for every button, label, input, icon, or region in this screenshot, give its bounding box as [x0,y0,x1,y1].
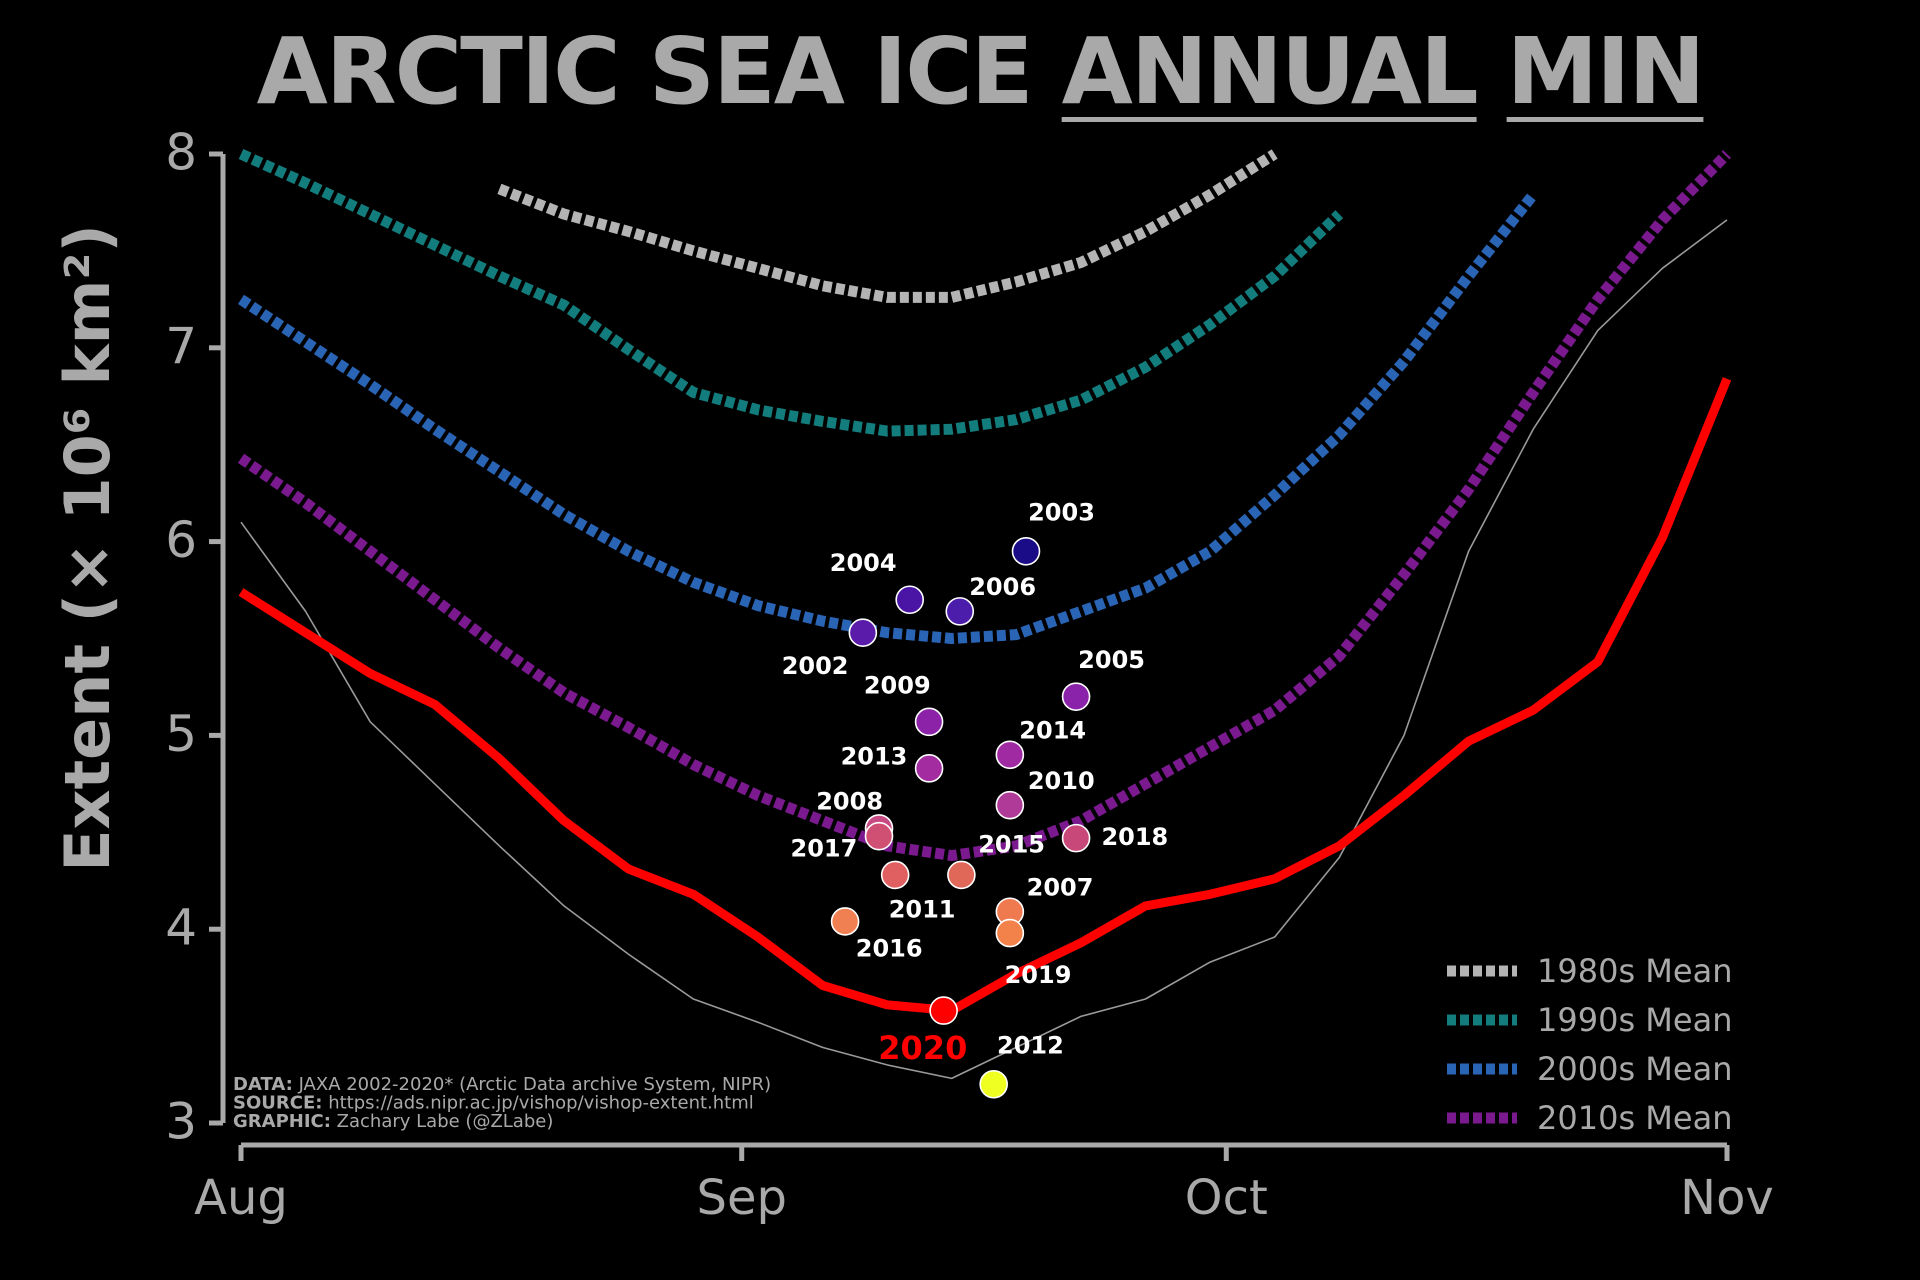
year-minimum [995,918,1025,948]
y-tick-label: 6 [165,511,197,569]
title-part: ARCTIC SEA ICE [256,18,1034,125]
x-tick-label: Nov [1680,1170,1774,1226]
year-minimum [995,740,1025,770]
legend-label: 1980s Mean [1537,952,1732,990]
year-label: 2008 [816,788,883,816]
year-minimum [947,860,976,890]
source-note: DATA: JAXA 2002-2020* (Arctic Data archi… [233,1074,771,1095]
year-label: 2014 [1019,717,1086,745]
year-label: 2015 [978,831,1045,859]
x-tick-label: Sep [696,1170,786,1226]
x-tick-label: Oct [1185,1170,1268,1226]
year-label: 2007 [1027,873,1094,901]
year-label: 2004 [830,549,897,577]
year-minimum [880,860,910,890]
year-minimum [995,790,1025,820]
year-label: 2012 [997,1031,1064,1059]
year-minimum [929,996,958,1025]
chart-title: ARCTIC SEA ICE ANNUAL MIN [40,18,1920,125]
year-label: 2016 [856,935,923,963]
y-tick-label: 8 [165,124,197,182]
year-label: 2018 [1101,823,1168,851]
legend-label: 2010s Mean [1537,1099,1732,1137]
year-label: 2017 [791,835,858,863]
y-tick-label: 7 [165,317,197,375]
year-label: 2009 [864,671,931,699]
legend-label: 2000s Mean [1537,1050,1732,1088]
year-minimum [830,907,860,936]
year-label: 2020 [878,1029,967,1067]
series-line [240,219,1728,1080]
year-label: 2010 [1028,767,1095,795]
year-minimum [1011,536,1041,566]
y-tick-label: 3 [165,1093,197,1151]
note-text: https://ads.nipr.ac.jp/vishop/vishop-ext… [328,1093,754,1114]
year-minimum [914,754,944,783]
year-label: 2006 [969,573,1036,601]
year-minimum [895,585,925,615]
title-part: ANNUAL [1061,18,1479,125]
year-label: 2011 [889,895,956,923]
year-label: 2003 [1028,498,1095,526]
y-axis-label: Extent (× 10⁶ km²) [51,224,124,872]
series-line [237,191,1538,644]
year-minimum [848,618,878,647]
year-minimum [945,597,975,626]
series-line [238,148,1344,437]
year-label: 2013 [841,742,908,770]
note-label: DATA: [233,1074,293,1095]
year-minimum [914,707,944,737]
year-minimum [1061,823,1091,853]
series-line [497,149,1278,303]
year-minimum [864,821,894,851]
note-text: JAXA 2002-2020* (Arctic Data archive Sys… [298,1074,772,1095]
year-label: 2005 [1078,646,1145,674]
year-label: 2002 [782,652,849,680]
note-label: SOURCE: [233,1093,322,1114]
y-tick-label: 4 [165,899,197,957]
series-line [238,377,1732,1016]
year-minimum [979,1069,1008,1099]
year-minimum [1061,682,1091,711]
y-tick-label: 5 [165,705,197,763]
note-label: GRAPHIC: [233,1111,331,1132]
source-note: GRAPHIC: Zachary Labe (@ZLabe) [233,1111,553,1132]
series-line [237,150,1731,862]
year-label: 2019 [1005,961,1072,989]
source-note: SOURCE: https://ads.nipr.ac.jp/vishop/vi… [233,1093,754,1114]
note-text: Zachary Labe (@ZLabe) [337,1111,554,1132]
x-tick-label: Aug [194,1170,288,1226]
title-part: MIN [1506,18,1706,125]
legend-label: 1990s Mean [1537,1001,1732,1039]
